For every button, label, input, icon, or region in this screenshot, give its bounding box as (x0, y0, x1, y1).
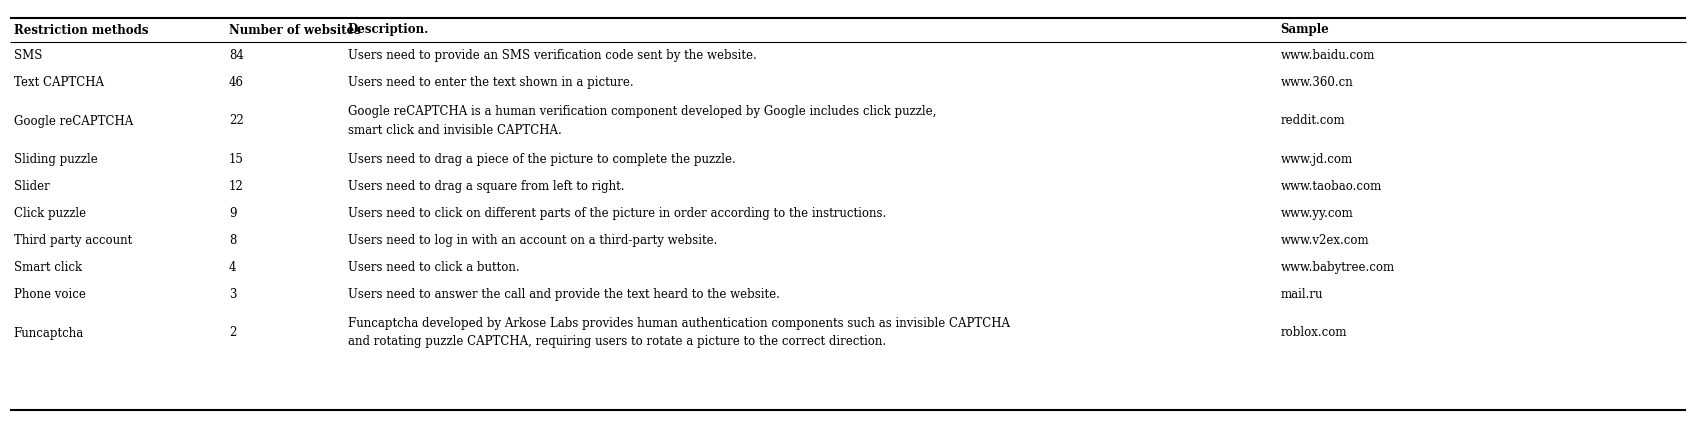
Text: Users need to drag a square from left to right.: Users need to drag a square from left to… (348, 180, 624, 193)
Text: Users need to provide an SMS verification code sent by the website.: Users need to provide an SMS verificatio… (348, 49, 756, 62)
Text: Description.: Description. (348, 23, 429, 36)
Text: 22: 22 (229, 114, 244, 128)
Text: Google reCAPTCHA: Google reCAPTCHA (14, 114, 132, 128)
Text: Slider: Slider (14, 180, 49, 193)
Text: Sliding puzzle: Sliding puzzle (14, 153, 97, 166)
Text: Sample: Sample (1280, 23, 1330, 36)
Text: SMS: SMS (14, 49, 42, 62)
Text: Number of websites: Number of websites (229, 23, 361, 36)
Text: 12: 12 (229, 180, 244, 193)
Text: Google reCAPTCHA is a human verification component developed by Google includes : Google reCAPTCHA is a human verification… (348, 106, 936, 137)
Text: www.babytree.com: www.babytree.com (1280, 261, 1394, 274)
Text: roblox.com: roblox.com (1280, 326, 1347, 340)
Text: www.360.cn: www.360.cn (1280, 76, 1353, 89)
Text: Funcaptcha: Funcaptcha (14, 326, 83, 340)
Text: www.jd.com: www.jd.com (1280, 153, 1353, 166)
Text: Third party account: Third party account (14, 234, 132, 247)
Text: Restriction methods: Restriction methods (14, 23, 148, 36)
Text: mail.ru: mail.ru (1280, 288, 1323, 301)
Text: 3: 3 (229, 288, 236, 301)
Text: www.baidu.com: www.baidu.com (1280, 49, 1375, 62)
Text: 8: 8 (229, 234, 236, 247)
Text: Click puzzle: Click puzzle (14, 207, 86, 220)
Text: Text CAPTCHA: Text CAPTCHA (14, 76, 103, 89)
Text: Users need to drag a piece of the picture to complete the puzzle.: Users need to drag a piece of the pictur… (348, 153, 736, 166)
Text: 46: 46 (229, 76, 244, 89)
Text: Phone voice: Phone voice (14, 288, 85, 301)
Text: Users need to answer the call and provide the text heard to the website.: Users need to answer the call and provid… (348, 288, 780, 301)
Text: Users need to enter the text shown in a picture.: Users need to enter the text shown in a … (348, 76, 633, 89)
Text: www.yy.com: www.yy.com (1280, 207, 1353, 220)
Text: Users need to click a button.: Users need to click a button. (348, 261, 519, 274)
Text: www.taobao.com: www.taobao.com (1280, 180, 1382, 193)
Text: 84: 84 (229, 49, 244, 62)
Text: Users need to log in with an account on a third-party website.: Users need to log in with an account on … (348, 234, 717, 247)
Text: 2: 2 (229, 326, 236, 340)
Text: 4: 4 (229, 261, 236, 274)
Text: www.v2ex.com: www.v2ex.com (1280, 234, 1369, 247)
Text: reddit.com: reddit.com (1280, 114, 1345, 128)
Text: 9: 9 (229, 207, 236, 220)
Text: Smart click: Smart click (14, 261, 81, 274)
Text: Funcaptcha developed by Arkose Labs provides human authentication components suc: Funcaptcha developed by Arkose Labs prov… (348, 318, 1009, 349)
Text: Users need to click on different parts of the picture in order according to the : Users need to click on different parts o… (348, 207, 885, 220)
Text: 15: 15 (229, 153, 244, 166)
